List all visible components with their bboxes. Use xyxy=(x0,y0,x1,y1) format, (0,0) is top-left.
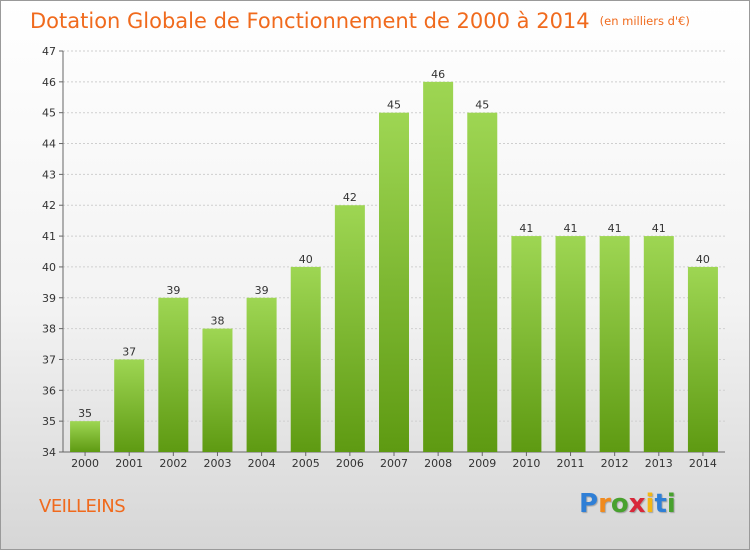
x-tick-label: 2008 xyxy=(424,457,452,470)
logo-letter: o xyxy=(610,489,629,519)
bar-value-label: 46 xyxy=(431,68,445,81)
commune-name: VEILLEINS xyxy=(39,496,126,517)
bar-value-label: 38 xyxy=(210,315,224,328)
y-tick-label: 42 xyxy=(42,199,56,212)
bar-value-label: 41 xyxy=(564,222,578,235)
x-tick-label: 2010 xyxy=(512,457,540,470)
bar xyxy=(158,297,189,452)
bar-value-label: 35 xyxy=(78,407,92,420)
bar-value-label: 40 xyxy=(696,253,710,266)
bar xyxy=(290,266,321,452)
bar xyxy=(334,205,365,452)
y-tick-label: 44 xyxy=(42,138,56,151)
bar xyxy=(423,81,454,452)
logo-letter: r xyxy=(598,489,611,519)
y-tick-label: 37 xyxy=(42,353,56,366)
y-tick-label: 38 xyxy=(42,323,56,336)
chart-title-text: Dotation Globale de Fonctionnement de 20… xyxy=(30,9,590,33)
logo-letter: P xyxy=(579,489,599,519)
y-tick-label: 39 xyxy=(42,292,56,305)
bar xyxy=(467,112,498,452)
y-tick-label: 40 xyxy=(42,261,56,274)
x-tick-label: 2006 xyxy=(336,457,364,470)
bars xyxy=(70,81,718,452)
labels: 35 2000 37 2001 39 2002 38 2003 39 2004 40 2005 42 20… xyxy=(71,68,717,470)
bar xyxy=(202,328,233,452)
bar xyxy=(643,236,674,452)
bar-value-label: 37 xyxy=(122,345,136,358)
chart-title: Dotation Globale de Fonctionnement de 20… xyxy=(30,9,690,33)
y-tick-label: 47 xyxy=(42,45,56,58)
bar-value-label: 40 xyxy=(299,253,313,266)
bar-value-label: 45 xyxy=(475,99,489,112)
proxiti-logo: Proxiti xyxy=(579,489,676,519)
y-tick-label: 35 xyxy=(42,415,56,428)
bar xyxy=(246,297,277,452)
logo-letter: t xyxy=(654,489,667,519)
bar xyxy=(555,236,586,452)
bar xyxy=(687,266,718,452)
x-tick-label: 2014 xyxy=(689,457,717,470)
bar xyxy=(511,236,542,452)
y-tick-label: 45 xyxy=(42,107,56,120)
bar-value-label: 41 xyxy=(519,222,533,235)
bar-value-label: 39 xyxy=(166,284,180,297)
y-tick-label: 36 xyxy=(42,384,56,397)
x-tick-label: 2001 xyxy=(115,457,143,470)
y-tick-label: 41 xyxy=(42,230,56,243)
x-tick-label: 2013 xyxy=(645,457,673,470)
x-tick-label: 2009 xyxy=(468,457,496,470)
x-tick-label: 2007 xyxy=(380,457,408,470)
y-tick-label: 46 xyxy=(42,76,56,89)
x-tick-label: 2000 xyxy=(71,457,99,470)
chart-unit-label: (en milliers d'€) xyxy=(599,14,690,28)
bar xyxy=(379,112,409,452)
x-tick-label: 2004 xyxy=(248,457,276,470)
x-tick-label: 2011 xyxy=(557,457,585,470)
bar-value-label: 42 xyxy=(343,191,357,204)
y-tick-label: 43 xyxy=(42,168,56,181)
x-tick-label: 2012 xyxy=(601,457,629,470)
bar-value-label: 41 xyxy=(608,222,622,235)
x-tick-label: 2003 xyxy=(203,457,231,470)
logo-letter: i xyxy=(645,489,655,519)
y-tick-label: 34 xyxy=(42,446,56,459)
logo-letter: x xyxy=(628,489,646,519)
x-tick-label: 2005 xyxy=(292,457,320,470)
bar-value-label: 39 xyxy=(255,284,269,297)
logo-letter: i xyxy=(666,489,676,519)
bar-value-label: 45 xyxy=(387,99,401,112)
x-tick-label: 2002 xyxy=(159,457,187,470)
bar xyxy=(70,421,101,452)
bar xyxy=(114,359,145,452)
bar-value-label: 41 xyxy=(652,222,666,235)
axes: 34 35 36 37 38 39 40 41 42 43 44 45 46 47 xyxy=(42,45,725,459)
bar xyxy=(599,236,630,452)
